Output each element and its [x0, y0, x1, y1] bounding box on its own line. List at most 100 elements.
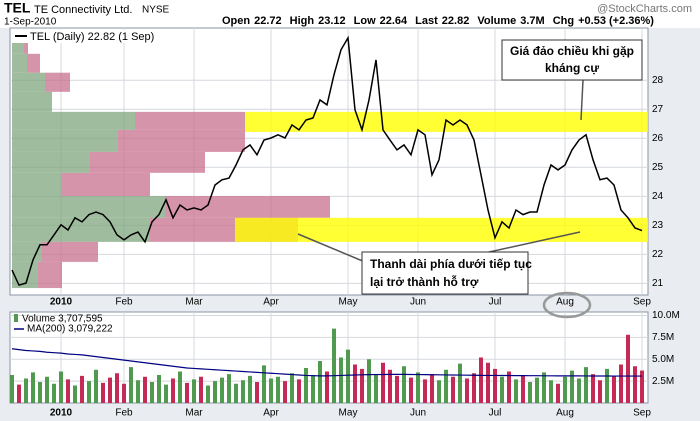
- symbol: TEL: [4, 0, 31, 16]
- volume-bar: [143, 376, 147, 403]
- volume-bar: [633, 366, 637, 403]
- price-line: [11, 35, 643, 287]
- volume-bar: [346, 349, 350, 403]
- volume-bar: [367, 359, 371, 403]
- volume-bar: [563, 376, 567, 403]
- volume-bar: [255, 382, 259, 403]
- volume-by-price-up: [12, 53, 27, 73]
- date: 1-Sep-2010: [4, 17, 57, 28]
- volume-bar: [598, 380, 602, 403]
- volume-bar: [80, 375, 84, 403]
- volume-by-price-down: [38, 261, 62, 289]
- volume-bar: [409, 377, 413, 403]
- volume-bar: [185, 382, 189, 403]
- volume-bar: [178, 371, 182, 403]
- y-tick-label: 24: [652, 191, 664, 202]
- volume-bar: [269, 378, 273, 403]
- price-legend: TEL (Daily) 22.82 (1 Sep): [30, 31, 154, 43]
- highlight-ellipse: [542, 291, 592, 319]
- volume-bar: [248, 375, 252, 403]
- volume-by-price-up: [12, 151, 90, 173]
- x-tick-label: May: [339, 408, 358, 419]
- volume-by-price-down: [118, 129, 245, 152]
- volume-bar: [458, 363, 462, 403]
- y-tick-label: 7.5M: [652, 332, 674, 343]
- volume-bar: [206, 385, 210, 403]
- callout-pointer: [479, 231, 581, 255]
- header-bar: [0, 0, 700, 28]
- x-tick-label: Aug: [556, 297, 574, 308]
- stat-label: Volume: [477, 15, 516, 27]
- volume-by-price-up: [12, 111, 135, 130]
- volume-by-price-down: [42, 241, 98, 262]
- volume-bar: [423, 379, 427, 403]
- volume-bar: [318, 361, 322, 403]
- volume-bar: [402, 366, 406, 403]
- volume-bar: [493, 368, 497, 403]
- callout-text: lại trở thành hỗ trợ: [370, 274, 479, 289]
- volume-legend-swatch: [14, 314, 18, 322]
- volume-bar: [213, 381, 217, 403]
- volume-bar: [514, 379, 518, 403]
- y-tick-label: 2.5M: [652, 376, 674, 387]
- volume-bar: [619, 364, 623, 403]
- x-tick-label: May: [339, 297, 358, 308]
- volume-bar: [353, 364, 357, 403]
- stat-label: Open: [222, 15, 250, 27]
- volume-by-price-down: [135, 111, 245, 130]
- volume-bar: [486, 362, 490, 403]
- company-name: TE Connectivity Ltd.: [34, 4, 132, 16]
- volume-bar: [381, 362, 385, 403]
- volume-bar: [150, 382, 154, 403]
- volume-bar: [283, 381, 287, 403]
- x-tick-label: 2010: [50, 297, 73, 308]
- volume-bar: [542, 372, 546, 403]
- volume-legend: Volume 3,707,595: [22, 314, 103, 325]
- callout-text: Giá đảo chiều khi gặp: [510, 44, 634, 58]
- volume-bar: [395, 375, 399, 403]
- x-tick-label: Sep: [633, 297, 651, 308]
- y-tick-label: 5.0M: [652, 354, 674, 365]
- callout-text: kháng cự: [545, 61, 599, 75]
- volume-bar: [430, 374, 434, 403]
- volume-bar: [129, 367, 133, 403]
- watermark: @StockCharts.com: [597, 3, 692, 15]
- volume-bar: [325, 371, 329, 403]
- x-tick-label: Mar: [185, 297, 203, 308]
- x-tick-label: Sep: [633, 408, 651, 419]
- ma-legend: MA(200) 3,079,222: [27, 324, 113, 335]
- x-tick-label: Apr: [263, 297, 279, 308]
- callout-box: [501, 39, 643, 81]
- x-tick-label: 2010: [50, 408, 73, 419]
- x-tick-label: Jun: [410, 408, 426, 419]
- x-tick-label: Mar: [185, 408, 203, 419]
- volume-by-price-down: [45, 72, 70, 92]
- volume-by-price-up: [12, 91, 52, 112]
- volume-bar: [108, 377, 112, 403]
- volume-bar: [640, 370, 644, 403]
- y-tick-label: 26: [652, 133, 664, 144]
- x-tick-label: Aug: [556, 408, 574, 419]
- price-legend-box: [12, 30, 144, 43]
- volume-bar: [94, 369, 98, 403]
- stat-value: 22.64: [380, 15, 408, 27]
- y-tick-label: 10.0M: [652, 310, 680, 321]
- volume-bar: [227, 374, 231, 403]
- volume-bar: [451, 376, 455, 403]
- volume-bar: [241, 380, 245, 403]
- volume-bar: [626, 334, 630, 403]
- volume-bar: [122, 383, 126, 403]
- volume-by-price-up: [12, 129, 118, 152]
- volume-bar: [521, 375, 525, 403]
- x-tick-label: Jul: [489, 297, 502, 308]
- volume-bar: [297, 379, 301, 403]
- x-tick-label: Feb: [115, 408, 133, 419]
- x-tick-label: Jun: [410, 297, 426, 308]
- volume-bar: [115, 373, 119, 403]
- volume-bar: [101, 382, 105, 403]
- volume-bar: [388, 369, 392, 403]
- volume-bar: [304, 368, 308, 403]
- volume-bar: [164, 384, 168, 403]
- volume-bar: [171, 378, 175, 403]
